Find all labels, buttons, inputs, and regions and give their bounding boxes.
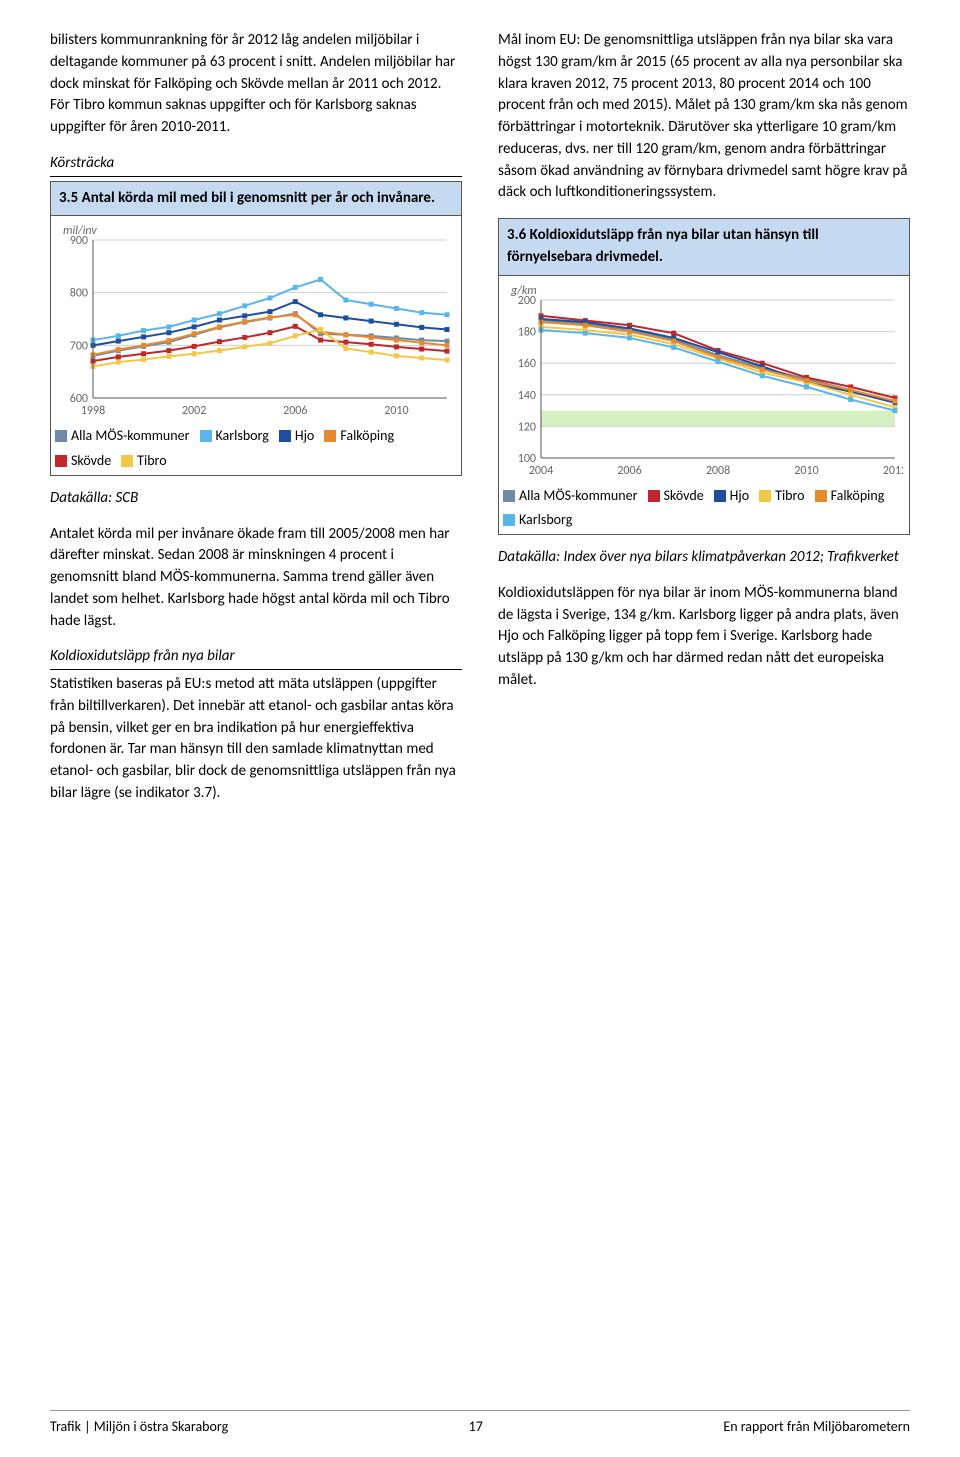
svg-text:800: 800 bbox=[70, 287, 88, 301]
legend-item: Hjo bbox=[279, 426, 314, 446]
legend-item: Falköping bbox=[815, 486, 885, 506]
paragraph: Statistiken baseras på EU:s metod att mä… bbox=[50, 674, 462, 805]
legend-item: Skövde bbox=[55, 451, 111, 471]
footer-page-number: 17 bbox=[469, 1417, 483, 1437]
section-heading-co2: Koldioxidutsläpp från nya bilar bbox=[50, 646, 462, 670]
chart-36: 10012014016018020020042006200820102012g/… bbox=[498, 276, 910, 536]
chart-35: 6007008009001998200220062010mil/invAlla … bbox=[50, 216, 462, 476]
section-heading-korstracka: Körsträcka bbox=[50, 153, 462, 177]
paragraph: Antalet körda mil per invånare ökade fra… bbox=[50, 524, 462, 633]
indicator-36-title: 3.6 Koldioxidutsläpp från nya bilar utan… bbox=[498, 218, 910, 276]
paragraph: Koldioxidutsläppen för nya bilar är inom… bbox=[498, 583, 910, 692]
svg-text:140: 140 bbox=[518, 388, 536, 402]
svg-text:2010: 2010 bbox=[794, 464, 818, 478]
svg-text:2008: 2008 bbox=[706, 464, 730, 478]
chart-legend: Alla MÖS-kommuner Karlsborg Hjo Falköping Sk… bbox=[55, 426, 457, 471]
svg-text:2006: 2006 bbox=[283, 404, 307, 418]
svg-text:2002: 2002 bbox=[182, 404, 206, 418]
legend-item: Karlsborg bbox=[200, 426, 269, 446]
svg-text:g/km: g/km bbox=[510, 284, 537, 298]
paragraph: Mål inom EU: De genomsnittliga utsläppen… bbox=[498, 30, 910, 204]
legend-item: Skövde bbox=[648, 486, 704, 506]
legend-item: Hjo bbox=[714, 486, 749, 506]
svg-text:2006: 2006 bbox=[617, 464, 641, 478]
legend-item: Karlsborg bbox=[503, 510, 572, 530]
legend-item: Alla MÖS-kommuner bbox=[55, 426, 190, 446]
indicator-35-title: 3.5 Antal körda mil med bil i genomsnitt… bbox=[50, 181, 462, 217]
footer-left: Trafik | Miljön i östra Skaraborg bbox=[50, 1417, 228, 1437]
svg-text:160: 160 bbox=[518, 357, 536, 371]
svg-text:mil/inv: mil/inv bbox=[63, 224, 97, 238]
svg-text:180: 180 bbox=[518, 325, 536, 339]
svg-text:2012: 2012 bbox=[883, 464, 903, 478]
chart-36-source: Datakälla: Index över nya bilars klimatp… bbox=[498, 547, 910, 569]
right-column: Mål inom EU: De genomsnittliga utsläppen… bbox=[498, 30, 910, 819]
svg-text:120: 120 bbox=[518, 420, 536, 434]
chart-legend: Alla MÖS-kommuner Skövde Hjo Tibro Falköping… bbox=[503, 486, 905, 531]
legend-item: Falköping bbox=[324, 426, 394, 446]
svg-text:2004: 2004 bbox=[529, 464, 553, 478]
svg-text:2010: 2010 bbox=[384, 404, 408, 418]
page-footer: Trafik | Miljön i östra Skaraborg 17 En … bbox=[50, 1410, 910, 1437]
paragraph: bilisters kommunrankning för år 2012 låg… bbox=[50, 30, 462, 139]
footer-right: En rapport från Miljöbarometern bbox=[723, 1417, 910, 1437]
legend-item: Tibro bbox=[759, 486, 804, 506]
legend-item: Alla MÖS-kommuner bbox=[503, 486, 638, 506]
svg-text:1998: 1998 bbox=[81, 404, 105, 418]
svg-text:700: 700 bbox=[70, 340, 88, 354]
chart-35-source: Datakälla: SCB bbox=[50, 488, 462, 510]
left-column: bilisters kommunrankning för år 2012 låg… bbox=[50, 30, 462, 819]
legend-item: Tibro bbox=[121, 451, 166, 471]
